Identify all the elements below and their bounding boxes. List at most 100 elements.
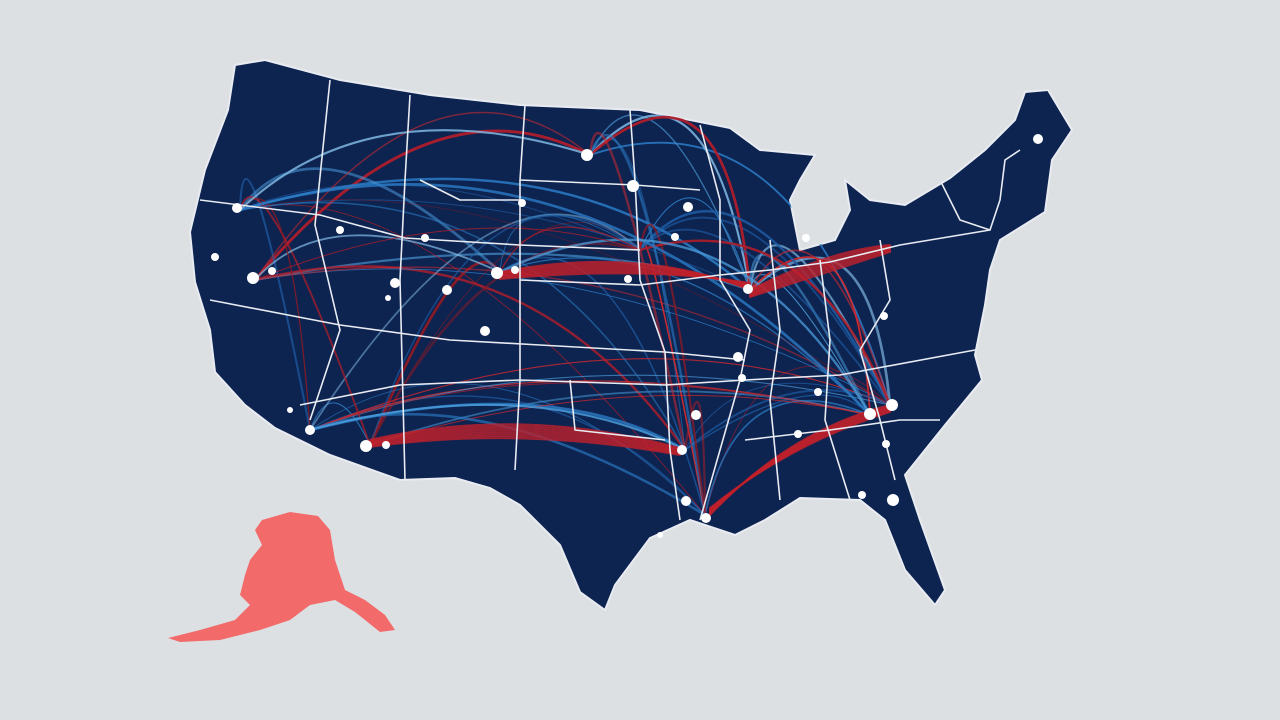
city-dot [738, 374, 746, 382]
city-dot [701, 513, 711, 523]
state-line [419, 179, 520, 201]
flow-line [369, 433, 681, 454]
flow-line [588, 114, 752, 292]
city-dot [1033, 134, 1043, 144]
flow-line [238, 183, 872, 417]
flow-line [499, 226, 641, 273]
flow-line [499, 272, 751, 284]
flow-line [684, 389, 891, 451]
flow-line [309, 402, 371, 446]
city-dot [511, 266, 519, 274]
city-dot [385, 295, 391, 301]
flow-line [239, 201, 686, 451]
city-dot [305, 425, 315, 435]
flow-line [639, 216, 891, 406]
city-dot [882, 440, 890, 448]
city-dot [581, 149, 593, 161]
flow-line [748, 253, 872, 417]
state-line [299, 349, 976, 406]
city-dots [211, 134, 1043, 538]
city-dot [733, 352, 743, 362]
flow-line [369, 437, 681, 456]
city-dot [491, 267, 503, 279]
city-dot [743, 284, 753, 294]
state-line [519, 229, 991, 286]
city-dot [287, 407, 293, 413]
flow-line [749, 274, 871, 416]
city-dot [691, 410, 701, 420]
flow-line [309, 403, 686, 451]
city-dot [657, 532, 663, 538]
city-dot [480, 326, 490, 336]
state-line [769, 239, 781, 501]
flow-line [709, 411, 891, 509]
flow-line [369, 394, 871, 446]
flow-line [638, 210, 892, 407]
state-line [399, 94, 411, 481]
flow-line [369, 427, 681, 451]
city-dot [518, 199, 526, 207]
state-line [629, 109, 681, 521]
city-dot [683, 202, 693, 212]
flow-line [309, 381, 871, 431]
flow-line [499, 257, 871, 416]
state-line [569, 379, 666, 441]
flow-line [309, 213, 641, 431]
city-dot [886, 399, 898, 411]
city-dot [864, 408, 876, 420]
flow-line [749, 245, 891, 292]
city-dot [624, 275, 632, 283]
city-dot [421, 234, 429, 242]
city-dot [880, 312, 888, 320]
city-dot [794, 430, 802, 438]
flow-line [254, 266, 891, 406]
us-mainland [188, 58, 1074, 612]
flow-line [369, 423, 681, 449]
city-dot [802, 234, 810, 242]
flow-line [369, 425, 681, 450]
flow-line [749, 250, 891, 297]
state-borders [199, 79, 1021, 521]
flow-line [749, 248, 891, 295]
state-line [819, 259, 851, 501]
flow-line [638, 239, 892, 407]
city-dot [336, 226, 344, 234]
city-dot [390, 278, 400, 288]
city-dot [671, 233, 679, 241]
flow-line [749, 249, 891, 296]
flow-line [369, 435, 681, 455]
city-dot [360, 440, 372, 452]
state-line [744, 419, 940, 441]
city-dot [382, 441, 390, 449]
flow-line [704, 400, 871, 516]
flow-line [238, 167, 502, 274]
state-line [859, 239, 896, 481]
flow-line [498, 238, 872, 417]
flow-line [749, 249, 891, 406]
flow-line [749, 244, 891, 291]
flow-line [499, 214, 641, 273]
flow-line [254, 111, 591, 281]
city-dot [858, 491, 866, 499]
alaska [168, 512, 395, 642]
flow-line [254, 234, 501, 281]
flow-line [589, 114, 751, 291]
city-dot [887, 494, 899, 506]
city-dot [211, 253, 219, 261]
state-line [309, 79, 341, 421]
state-line [699, 124, 751, 521]
state-line [939, 149, 1021, 231]
flow-line [638, 223, 707, 517]
flow-line [239, 183, 641, 251]
state-line [199, 199, 641, 251]
city-dot [247, 272, 259, 284]
city-dot [232, 203, 242, 213]
city-dot [681, 496, 691, 506]
city-dot [814, 388, 822, 396]
flow-line [369, 431, 681, 453]
city-dot [627, 180, 639, 192]
state-line [209, 299, 746, 361]
flow-line [309, 382, 706, 516]
flow-line [238, 129, 592, 212]
